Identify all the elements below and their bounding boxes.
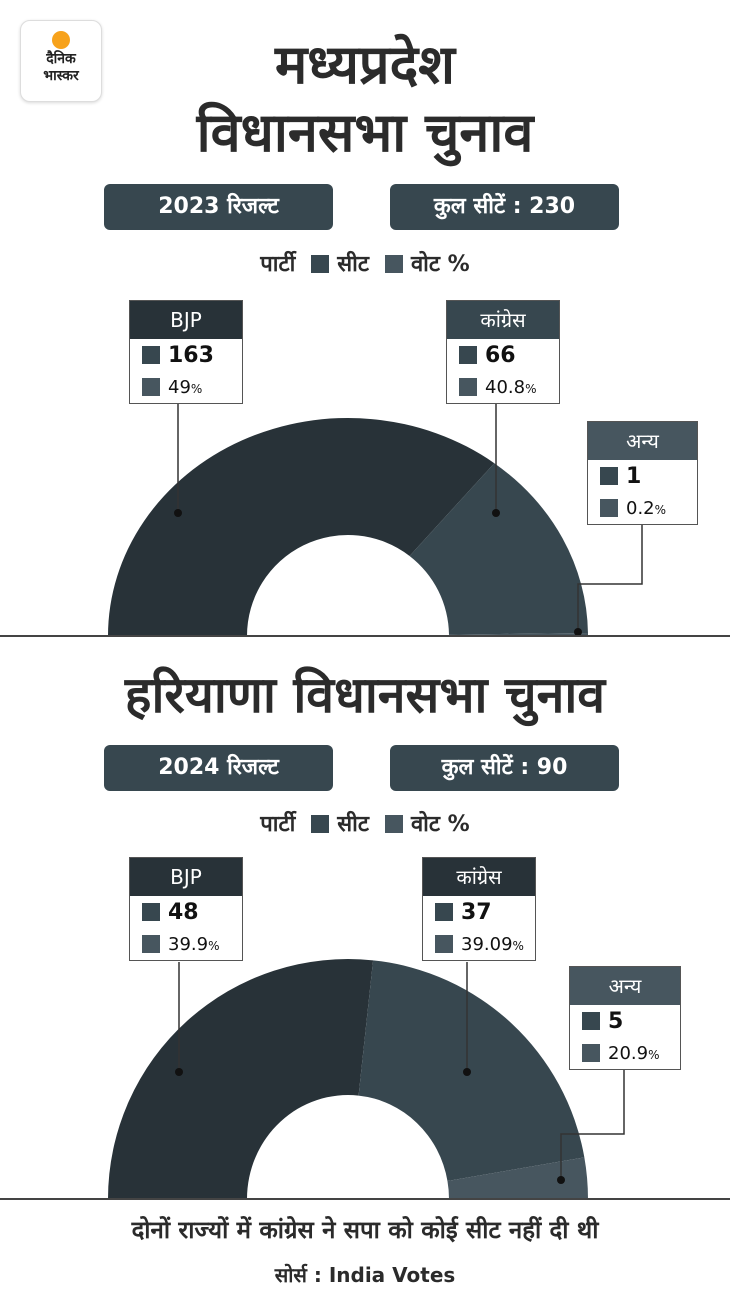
mp-title-line2: विधानसभा चुनाव — [196, 101, 534, 164]
logo-text: दैनिक — [46, 51, 76, 67]
haryana-title: हरियाणा विधानसभा चुनाव — [124, 666, 606, 724]
mp-result-badge: 2023 रिजल्ट — [104, 184, 333, 230]
legend-seat: सीट — [337, 812, 369, 837]
legend-seat: सीट — [337, 252, 369, 277]
seat-swatch — [311, 255, 330, 273]
donut-slice-bjp — [108, 417, 495, 636]
leader-dot — [174, 509, 182, 517]
legend-vote: वोट % — [410, 252, 470, 277]
mp-bjp-label-box: BJP 163 49% — [129, 300, 243, 404]
pct-sign: % — [190, 381, 203, 396]
mp-total-seats-badge: कुल सीटें : 230 — [390, 184, 619, 230]
seat-value: 66 — [485, 342, 516, 368]
pct-sign: % — [525, 381, 537, 396]
haryana-congress-label-box: कांग्रेस 37 39.09% — [422, 857, 536, 961]
section-divider — [0, 1198, 730, 1200]
logo-text: भास्कर — [43, 68, 79, 84]
donut-slice-others — [447, 1157, 588, 1199]
haryana-result-badge: 2024 रिजल्ट — [104, 745, 333, 791]
leader-dot — [557, 1176, 565, 1184]
footer-note: दोनों राज्यों में कांग्रेस ने सपा को कोई… — [131, 1216, 599, 1244]
pct-sign: % — [208, 938, 220, 953]
vote-swatch — [582, 1044, 600, 1062]
donut-chart-mp — [108, 417, 588, 636]
party-name: कांग्रेस — [423, 858, 535, 896]
sun-icon — [52, 31, 70, 49]
mp-title-line1: मध्यप्रदेश — [274, 33, 456, 96]
seat-value: 5 — [608, 1008, 624, 1034]
vote-swatch — [142, 378, 160, 396]
seat-value: 37 — [461, 899, 492, 925]
seat-swatch — [311, 815, 330, 833]
pct-sign: % — [512, 938, 524, 953]
haryana-bjp-label-box: BJP 48 39.9% — [129, 857, 243, 961]
vote-swatch — [384, 255, 403, 273]
leader-dot — [492, 509, 500, 517]
mp-others-label-box: अन्य 1 0.2% — [587, 421, 698, 525]
haryana-others-label-box: अन्य 5 20.9% — [569, 966, 681, 1070]
vote-swatch — [142, 935, 160, 953]
seat-swatch — [582, 1012, 600, 1030]
donut-slice-congress — [409, 463, 588, 635]
vote-value: 0.2 — [626, 497, 655, 519]
seat-swatch — [600, 467, 618, 485]
vote-swatch — [435, 935, 453, 953]
legend-party: पार्टी — [260, 812, 296, 837]
haryana-total-seats-badge: कुल सीटें : 90 — [390, 745, 619, 791]
vote-value: 40.8 — [485, 376, 526, 398]
leader-dot — [463, 1068, 471, 1076]
seat-swatch — [459, 346, 477, 364]
donut-chart-haryana — [108, 959, 588, 1199]
leader-lines — [177, 404, 643, 1180]
party-name: BJP — [130, 301, 242, 339]
vote-swatch — [459, 378, 477, 396]
section-divider — [0, 635, 730, 637]
footer-source: सोर्स : India Votes — [274, 1263, 456, 1287]
donut-slice-congress — [358, 960, 585, 1181]
seat-value: 1 — [626, 463, 642, 489]
mp-legend: पार्टी सीट वोट % — [0, 248, 730, 278]
party-name: अन्य — [588, 422, 697, 460]
seat-swatch — [435, 903, 453, 921]
haryana-legend: पार्टी सीट वोट % — [0, 808, 730, 838]
leader-dot — [574, 628, 582, 636]
leader-line-others — [577, 524, 643, 632]
vote-swatch — [384, 815, 403, 833]
vote-value: 39.9 — [168, 933, 209, 955]
leader-dot — [175, 1068, 183, 1076]
seat-swatch — [142, 346, 160, 364]
mp-congress-label-box: कांग्रेस 66 40.8% — [446, 300, 560, 404]
seat-swatch — [142, 903, 160, 921]
vote-value: 39.09 — [461, 933, 513, 955]
donut-slice-bjp — [108, 959, 374, 1199]
legend-party: पार्टी — [260, 252, 296, 277]
vote-value: 49 — [168, 376, 191, 398]
seat-value: 48 — [168, 899, 199, 925]
pct-sign: % — [648, 1047, 660, 1062]
leader-line-others — [560, 1070, 625, 1180]
party-name: अन्य — [570, 967, 680, 1005]
pct-sign: % — [654, 502, 667, 517]
vote-swatch — [600, 499, 618, 517]
dainik-bhaskar-logo: दैनिक भास्कर — [20, 20, 102, 102]
vote-value: 20.9 — [608, 1042, 649, 1064]
party-name: BJP — [130, 858, 242, 896]
legend-vote: वोट % — [410, 812, 470, 837]
party-name: कांग्रेस — [447, 301, 559, 339]
seat-value: 163 — [168, 342, 214, 368]
